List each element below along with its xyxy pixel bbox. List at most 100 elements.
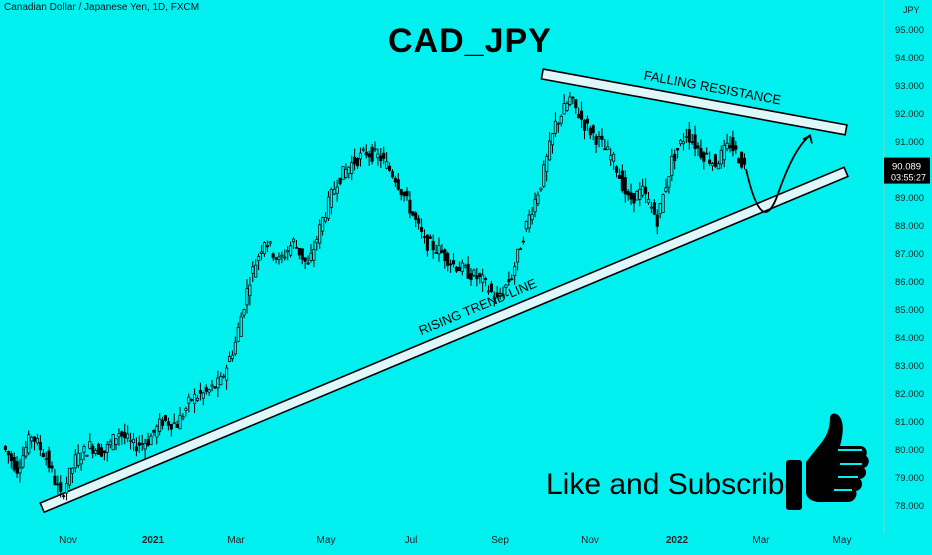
candle-body xyxy=(463,265,467,268)
candle-body xyxy=(507,279,511,283)
candle-body xyxy=(47,450,51,468)
candle-body xyxy=(719,150,723,165)
x-tick-label: Mar xyxy=(227,535,245,546)
candle-body xyxy=(597,136,601,139)
candle-body xyxy=(97,443,101,455)
candle-body xyxy=(318,224,322,244)
candle-body xyxy=(516,248,520,263)
candle-body xyxy=(114,438,118,445)
candle-body xyxy=(225,367,229,381)
candle-body xyxy=(638,189,642,200)
candle-body xyxy=(65,483,69,494)
symbol-header: Canadian Dollar / Japanese Yen, 1D, FXCM xyxy=(4,2,200,13)
candle-body xyxy=(725,142,729,150)
candle-body xyxy=(437,245,441,255)
candle-body xyxy=(59,482,63,492)
candle-body xyxy=(277,256,281,260)
candle-body xyxy=(626,191,630,196)
candle-body xyxy=(623,177,627,195)
candle-body xyxy=(143,443,147,450)
candle-body xyxy=(722,145,726,161)
candle-body xyxy=(678,140,683,145)
candle-body xyxy=(559,115,563,124)
candle-body xyxy=(321,217,325,232)
candle-body xyxy=(387,165,392,171)
candle-body xyxy=(126,433,130,439)
candle-body xyxy=(18,467,22,474)
candle-body xyxy=(393,178,397,183)
candle-body xyxy=(257,256,261,262)
candle-body xyxy=(123,432,127,439)
candle-body xyxy=(399,189,403,195)
candle-body xyxy=(443,249,447,261)
candle-body xyxy=(149,435,153,446)
candle-body xyxy=(239,316,243,338)
candle-body xyxy=(12,456,16,471)
candle-body xyxy=(190,398,194,401)
candle-body xyxy=(562,103,566,115)
candle-body xyxy=(376,153,380,159)
candle-body xyxy=(594,136,598,145)
candle-body xyxy=(222,375,226,378)
candle-body xyxy=(582,119,587,131)
candle-body xyxy=(344,168,348,178)
candle-body xyxy=(713,154,717,167)
candle-body xyxy=(728,145,732,149)
candle-body xyxy=(373,148,377,151)
candle-body xyxy=(513,266,517,276)
candle-body xyxy=(449,263,453,266)
candle-body xyxy=(280,254,284,257)
candle-body xyxy=(131,438,136,443)
candle-body xyxy=(91,445,95,454)
like-subscribe-text: Like and Subscribe xyxy=(546,468,802,501)
candle-body xyxy=(44,458,48,460)
y-tick-label: 83.000 xyxy=(895,361,924,372)
candle-body xyxy=(323,216,328,222)
candle-body xyxy=(548,140,552,161)
candle-body xyxy=(661,194,665,213)
candle-body xyxy=(6,450,10,456)
y-tick-label: 79.000 xyxy=(895,473,924,484)
candle-body xyxy=(88,441,92,449)
candle-body xyxy=(265,244,269,248)
candle-body xyxy=(673,153,677,161)
candle-body xyxy=(347,166,351,174)
price-axis: 95.00094.00093.00092.00091.00090.00089.0… xyxy=(883,0,930,534)
candle-body xyxy=(411,211,415,216)
candle-body xyxy=(233,341,237,355)
candle-body xyxy=(484,278,488,280)
candle-body xyxy=(326,196,330,219)
candle-body xyxy=(268,241,272,244)
candle-body xyxy=(213,386,217,389)
y-tick-label: 88.000 xyxy=(895,221,924,232)
candle-body xyxy=(612,153,616,162)
candle-body xyxy=(70,467,74,474)
candle-body xyxy=(105,444,109,453)
rising-trend-line xyxy=(39,166,849,514)
candle-body xyxy=(245,288,249,306)
candle-body xyxy=(134,446,138,452)
candle-body xyxy=(385,161,389,169)
y-tick-label: 94.000 xyxy=(895,53,924,64)
candle-body xyxy=(600,135,604,140)
candle-body xyxy=(102,450,106,454)
candle-body xyxy=(259,251,264,254)
candle-body xyxy=(492,297,496,300)
candle-body xyxy=(629,192,633,200)
candle-body xyxy=(140,443,144,445)
candle-body xyxy=(291,238,296,243)
candle-body xyxy=(79,458,83,465)
candle-body xyxy=(216,377,220,389)
y-tick-label: 93.000 xyxy=(895,81,924,92)
candle-body xyxy=(486,290,491,293)
candle-body xyxy=(684,136,688,138)
candle-body xyxy=(219,376,223,385)
candle-body xyxy=(236,327,240,342)
candle-body xyxy=(312,249,316,261)
y-tick-label: 82.000 xyxy=(895,389,924,400)
candle-body xyxy=(405,190,409,197)
candle-body xyxy=(175,424,179,428)
candle-body xyxy=(289,245,293,256)
candle-body xyxy=(286,250,290,253)
candle-body xyxy=(716,163,720,170)
